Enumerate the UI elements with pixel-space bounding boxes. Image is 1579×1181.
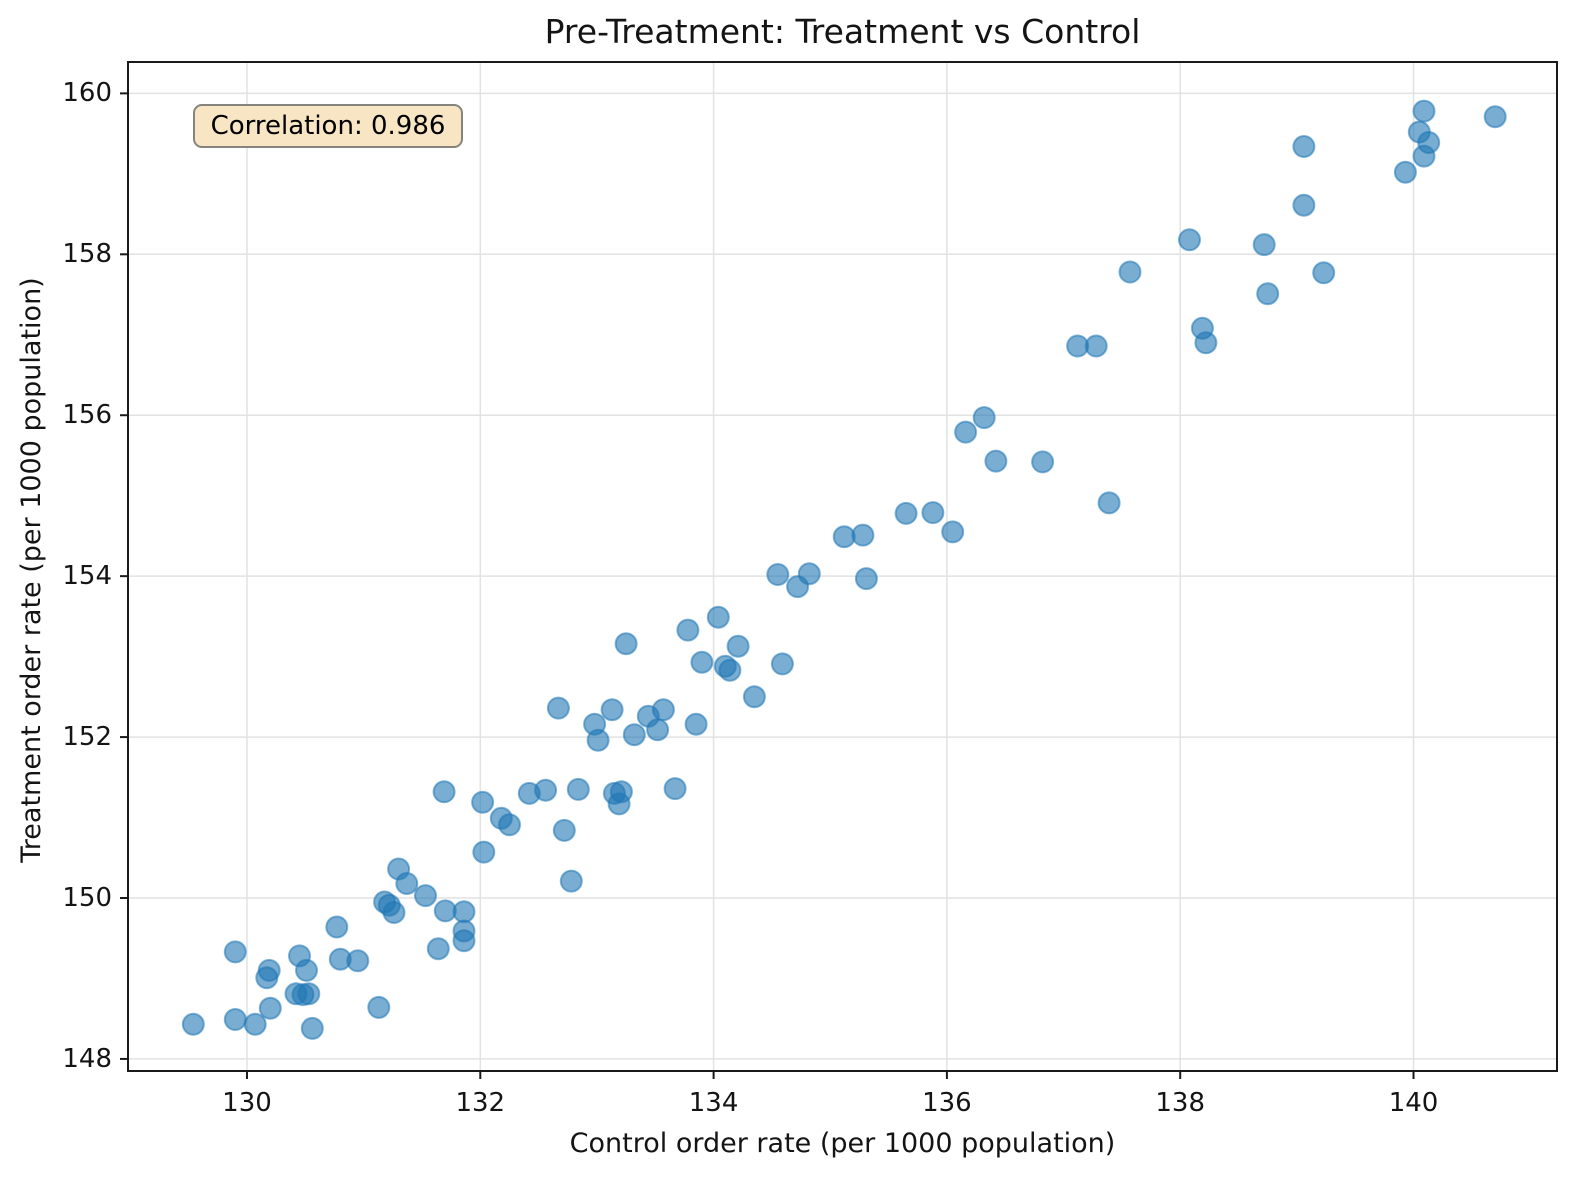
- data-point: [452, 900, 476, 924]
- data-point: [607, 792, 631, 816]
- data-point: [471, 790, 495, 814]
- data-point: [559, 869, 583, 893]
- data-point: [1084, 334, 1108, 358]
- chart-title: Pre-Treatment: Treatment vs Control: [544, 12, 1141, 51]
- x-tick-label: 138: [1155, 1088, 1206, 1118]
- data-point: [600, 698, 624, 722]
- y-tick-label: 154: [62, 561, 112, 592]
- data-point: [742, 685, 766, 709]
- x-tick-label: 140: [1388, 1088, 1439, 1118]
- data-point: [1178, 228, 1201, 252]
- data-point: [851, 523, 875, 547]
- correlation-annotation: Correlation: 0.986: [193, 104, 463, 148]
- data-point: [651, 698, 675, 722]
- data-point: [367, 995, 391, 1019]
- data-point: [586, 728, 610, 752]
- data-point: [718, 658, 742, 682]
- data-point: [972, 406, 996, 430]
- data-point: [941, 520, 965, 544]
- data-point: [566, 777, 590, 801]
- data-point: [1252, 233, 1276, 257]
- data-point: [395, 872, 419, 895]
- x-axis-label: Control order rate (per 1000 population): [569, 1128, 1116, 1159]
- data-point: [690, 650, 714, 674]
- y-tick-label: 160: [62, 78, 112, 109]
- data-point: [1097, 491, 1121, 515]
- data-point: [300, 1016, 324, 1040]
- y-tick-label: 148: [62, 1043, 112, 1074]
- data-point: [921, 501, 945, 525]
- data-point: [452, 929, 476, 953]
- data-point: [797, 562, 821, 586]
- y-tick-label: 150: [62, 883, 112, 913]
- data-point: [766, 563, 790, 586]
- data-point: [1194, 331, 1218, 355]
- data-point: [258, 996, 282, 1020]
- x-tick-label: 130: [222, 1088, 272, 1118]
- y-tick-label: 158: [62, 239, 112, 270]
- x-tick-label: 132: [455, 1088, 506, 1118]
- data-point: [1417, 131, 1441, 154]
- data-point: [770, 652, 794, 676]
- data-point: [295, 958, 318, 982]
- y-tick-label: 152: [62, 722, 112, 753]
- data-point: [614, 632, 638, 656]
- x-tick-label: 136: [922, 1088, 972, 1118]
- data-point: [255, 966, 279, 990]
- data-point: [534, 778, 558, 802]
- data-point: [684, 712, 708, 736]
- data-point: [1118, 260, 1142, 284]
- x-tick-label: 134: [688, 1088, 739, 1118]
- data-point: [414, 884, 437, 908]
- data-point: [1031, 450, 1055, 474]
- data-point: [1483, 105, 1507, 129]
- y-tick-label: 156: [62, 400, 112, 431]
- data-point: [546, 696, 570, 720]
- data-point: [1312, 261, 1336, 285]
- data-point: [346, 949, 370, 973]
- data-point: [426, 937, 450, 961]
- data-point: [181, 1012, 205, 1036]
- data-point: [622, 723, 646, 747]
- data-point: [325, 915, 349, 939]
- data-point: [382, 901, 406, 924]
- data-point: [223, 1008, 247, 1031]
- data-point: [1393, 160, 1417, 184]
- data-point: [663, 777, 687, 801]
- data-point: [472, 840, 496, 864]
- data-point: [552, 818, 576, 842]
- data-point: [1292, 193, 1316, 217]
- data-point: [243, 1012, 267, 1036]
- data-point: [1412, 99, 1436, 123]
- data-point: [297, 982, 321, 1006]
- data-point: [706, 605, 730, 629]
- data-point: [726, 634, 750, 658]
- data-point: [1256, 282, 1280, 306]
- data-point: [646, 718, 670, 742]
- data-point: [954, 420, 978, 444]
- axes-spines: [127, 61, 1558, 1072]
- data-point: [854, 567, 878, 591]
- data-point: [676, 618, 700, 642]
- data-point: [432, 780, 456, 804]
- data-point: [223, 940, 247, 964]
- data-point: [984, 449, 1008, 473]
- data-point: [894, 501, 918, 525]
- data-point: [1292, 135, 1316, 158]
- data-point: [498, 813, 521, 837]
